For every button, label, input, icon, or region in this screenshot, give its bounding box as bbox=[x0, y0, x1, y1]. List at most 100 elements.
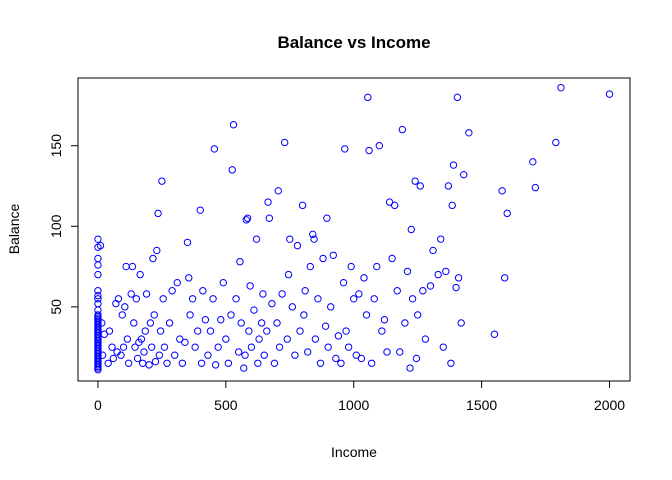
data-point bbox=[151, 357, 160, 366]
data-point bbox=[196, 206, 204, 214]
data-point bbox=[323, 214, 331, 222]
data-point bbox=[159, 295, 167, 303]
data-point bbox=[367, 359, 376, 367]
data-point bbox=[408, 295, 417, 303]
data-point bbox=[280, 138, 289, 147]
data-point bbox=[234, 348, 243, 356]
data-point bbox=[250, 306, 258, 314]
data-point bbox=[185, 274, 193, 282]
y-tick-label: 100 bbox=[48, 214, 64, 238]
data-point bbox=[191, 343, 199, 351]
data-point bbox=[300, 311, 308, 319]
data-point bbox=[605, 90, 614, 98]
data-point bbox=[498, 187, 506, 195]
data-point bbox=[316, 359, 325, 367]
data-point bbox=[127, 290, 135, 298]
data-point bbox=[529, 158, 537, 166]
data-point bbox=[457, 319, 465, 327]
data-point bbox=[347, 262, 355, 271]
y-axis-label: Balance bbox=[6, 203, 22, 254]
data-point bbox=[339, 278, 348, 287]
data-point bbox=[173, 278, 181, 287]
data-point bbox=[306, 262, 314, 271]
data-point bbox=[419, 287, 427, 295]
x-tick-label: 1000 bbox=[338, 397, 369, 413]
data-point bbox=[188, 295, 197, 303]
data-point bbox=[288, 303, 297, 311]
x-axis: 0 500 1000 1500 2000 bbox=[94, 380, 625, 413]
data-point bbox=[186, 311, 194, 319]
data-point bbox=[137, 335, 146, 343]
data-point bbox=[201, 316, 210, 324]
data-point bbox=[352, 351, 361, 359]
data-point bbox=[411, 177, 419, 185]
data-point bbox=[155, 351, 164, 359]
data-point bbox=[94, 270, 102, 279]
data-point bbox=[219, 278, 227, 287]
data-point bbox=[240, 364, 248, 372]
x-tick-label: 1500 bbox=[466, 397, 497, 413]
data-point bbox=[274, 187, 282, 195]
data-point bbox=[197, 359, 206, 367]
data-point bbox=[100, 330, 109, 338]
data-point bbox=[396, 348, 404, 356]
data-point bbox=[490, 330, 499, 338]
data-point bbox=[199, 287, 207, 295]
plot-frame bbox=[77, 77, 631, 382]
data-point bbox=[342, 327, 350, 335]
data-point bbox=[163, 359, 171, 367]
data-point bbox=[252, 235, 261, 243]
data-point bbox=[123, 335, 132, 343]
data-point bbox=[454, 274, 463, 282]
data-point bbox=[552, 138, 560, 147]
data-point bbox=[246, 282, 254, 290]
data-point bbox=[243, 214, 252, 222]
data-point bbox=[364, 93, 372, 102]
data-point bbox=[365, 146, 373, 155]
data-point bbox=[398, 125, 407, 134]
data-point bbox=[329, 251, 337, 259]
data-point bbox=[141, 327, 149, 335]
data-point bbox=[122, 262, 130, 271]
data-point bbox=[145, 361, 153, 369]
data-point bbox=[301, 287, 309, 295]
data-point bbox=[403, 267, 412, 276]
data-point bbox=[222, 335, 230, 343]
data-point bbox=[268, 299, 276, 308]
data-point bbox=[109, 354, 117, 363]
data-point bbox=[229, 121, 238, 129]
data-point bbox=[383, 348, 391, 356]
data-point bbox=[263, 327, 271, 335]
data-point bbox=[421, 335, 430, 343]
data-point bbox=[442, 267, 450, 276]
data-point bbox=[170, 351, 179, 359]
data-point bbox=[227, 311, 235, 319]
x-tick-label: 500 bbox=[214, 397, 238, 413]
data-point bbox=[388, 254, 396, 263]
data-point bbox=[390, 201, 399, 210]
data-point bbox=[131, 343, 139, 351]
data-point bbox=[337, 359, 345, 367]
data-point bbox=[401, 319, 409, 327]
data-point bbox=[94, 295, 102, 303]
data-point bbox=[265, 214, 274, 222]
data-point bbox=[176, 335, 184, 343]
data-point bbox=[96, 241, 105, 250]
data-point bbox=[158, 177, 166, 185]
data-point bbox=[156, 327, 165, 335]
data-point bbox=[228, 166, 236, 174]
data-point bbox=[108, 343, 116, 351]
chart-title: Balance vs Income bbox=[277, 33, 430, 52]
data-point bbox=[98, 351, 107, 359]
x-axis-label: Income bbox=[331, 444, 377, 460]
data-point bbox=[260, 351, 268, 359]
data-point bbox=[500, 274, 509, 282]
data-point bbox=[321, 322, 330, 330]
data-point bbox=[416, 182, 424, 190]
data-point bbox=[149, 254, 157, 263]
data-point bbox=[209, 295, 217, 303]
data-point bbox=[452, 283, 460, 292]
data-point bbox=[385, 198, 394, 206]
data-point bbox=[142, 290, 151, 298]
data-point bbox=[293, 241, 302, 250]
